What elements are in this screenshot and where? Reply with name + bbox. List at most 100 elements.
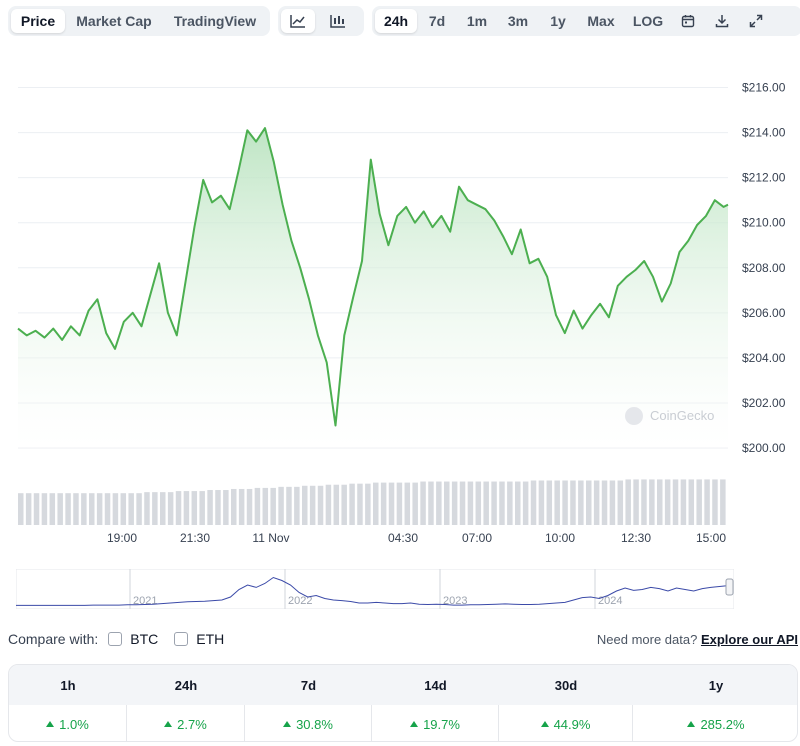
line-chart-button[interactable]: [281, 9, 315, 33]
x-tick-label: 15:00: [696, 531, 726, 545]
volume-bar: [231, 488, 237, 525]
perf-value-text: 44.9%: [553, 716, 591, 732]
explore-api-link[interactable]: Explore our API: [700, 631, 798, 647]
volume-bar: [57, 493, 63, 525]
download-icon: [715, 15, 729, 28]
candlestick-chart-button[interactable]: [321, 9, 355, 33]
volume-bar: [404, 482, 411, 525]
y-tick-label: $204.00: [742, 351, 786, 365]
volume-bar: [199, 491, 205, 525]
price-chart[interactable]: CoinGecko $200.00 $202.00 $204.00 $206.00 $2…: [0, 60, 800, 550]
volume-bar: [294, 486, 300, 525]
perf-value-1h: 1.0%: [9, 705, 127, 741]
volume-bar: [515, 481, 521, 525]
volume-bar: [467, 481, 474, 525]
volume-bar: [696, 479, 702, 525]
volume-bar: [349, 483, 355, 525]
volume-bar: [152, 492, 158, 525]
perf-value-7d: 30.8%: [245, 705, 372, 741]
compare-eth-checkbox[interactable]: ETH: [174, 631, 224, 647]
volume-bar: [712, 479, 718, 525]
volume-bar: [507, 481, 513, 525]
up-arrow-icon: [164, 721, 173, 727]
api-promo: Need more data? Explore our API: [597, 632, 798, 647]
volume-bar: [546, 480, 553, 525]
volume-bar: [254, 487, 261, 525]
volume-bar: [601, 480, 608, 525]
volume-bar: [144, 492, 150, 525]
volume-bar: [41, 493, 48, 525]
volume-bar: [191, 491, 198, 525]
volume-bar: [18, 493, 24, 525]
volume-bar: [104, 493, 111, 525]
compare-label: Compare with:: [8, 631, 99, 647]
volume-bar: [215, 490, 221, 525]
volume-bar: [538, 480, 545, 525]
volume-bar: [341, 484, 347, 525]
range-max[interactable]: Max: [587, 13, 615, 29]
perf-value-text: 30.8%: [296, 716, 333, 732]
volume-bar: [436, 481, 442, 525]
fullscreen-button[interactable]: [739, 9, 773, 33]
range-3m[interactable]: 3m: [507, 13, 529, 29]
y-tick-label: $210.00: [742, 216, 786, 230]
y-tick-label: $214.00: [742, 126, 786, 140]
calendar-icon: [681, 15, 695, 28]
compare-eth-label: ETH: [196, 631, 225, 647]
tab-tradingview[interactable]: TradingView: [173, 13, 257, 29]
perf-header-1y: 1y: [708, 677, 724, 693]
date-picker-button[interactable]: [671, 9, 705, 33]
volume-bar: [317, 485, 324, 525]
volume-bar: [238, 488, 245, 525]
chart-toolbar: Price Market Cap TradingView 24h 7d 1m 3…: [8, 6, 800, 36]
volume-bar: [380, 482, 387, 525]
volume-bar: [649, 479, 655, 525]
volume-bar: [720, 479, 726, 525]
x-tick-label: 07:00: [462, 531, 492, 545]
up-arrow-icon: [46, 721, 55, 727]
up-arrow-icon: [540, 721, 549, 727]
volume-bar: [333, 484, 340, 525]
volume-bar: [491, 481, 497, 525]
y-tick-label: $216.00: [742, 81, 786, 95]
volume-bar: [412, 482, 418, 525]
volume-bar: [388, 482, 395, 525]
volume-bar: [49, 493, 56, 525]
volume-bar: [286, 486, 292, 525]
log-scale-toggle[interactable]: LOG: [632, 13, 664, 29]
volume-bar: [625, 479, 631, 525]
x-tick-label: 11 Nov: [252, 531, 289, 545]
perf-header-14d: 14d: [424, 677, 447, 693]
volume-bar: [73, 493, 79, 525]
volume-bar: [262, 487, 269, 525]
y-tick-label: $208.00: [742, 261, 786, 275]
range-navigator[interactable]: 2021 2022 2023 2024: [16, 569, 734, 609]
perf-value-24h: 2.7%: [127, 705, 245, 741]
volume-bar: [704, 479, 710, 525]
chart-type-switcher: [278, 6, 364, 36]
volume-bar: [586, 480, 592, 525]
volume-bar: [89, 493, 95, 525]
range-24h[interactable]: 24h: [375, 9, 417, 33]
navigator-handle[interactable]: [725, 578, 734, 596]
download-button[interactable]: [705, 9, 739, 33]
compare-btc-checkbox[interactable]: BTC: [108, 631, 158, 647]
tab-price[interactable]: Price: [11, 9, 65, 33]
volume-bar: [278, 486, 284, 525]
navigator-year-label: 2023: [443, 595, 467, 607]
tab-market-cap[interactable]: Market Cap: [76, 13, 152, 29]
view-switcher: Price Market Cap TradingView: [8, 6, 270, 36]
volume-bar: [207, 490, 213, 525]
compare-btc-label: BTC: [130, 631, 159, 647]
volume-bar: [396, 482, 403, 525]
volume-bar: [428, 481, 434, 525]
price-line: [17, 127, 729, 427]
range-7d[interactable]: 7d: [428, 13, 446, 29]
perf-value-text: 285.2%: [700, 716, 745, 732]
y-tick-label: $212.00: [742, 171, 786, 185]
range-1y[interactable]: 1y: [550, 13, 566, 29]
perf-value-text: 19.7%: [423, 716, 460, 732]
perf-value-30d: 44.9%: [499, 705, 633, 741]
range-1m[interactable]: 1m: [466, 13, 488, 29]
volume-bar: [136, 493, 142, 525]
